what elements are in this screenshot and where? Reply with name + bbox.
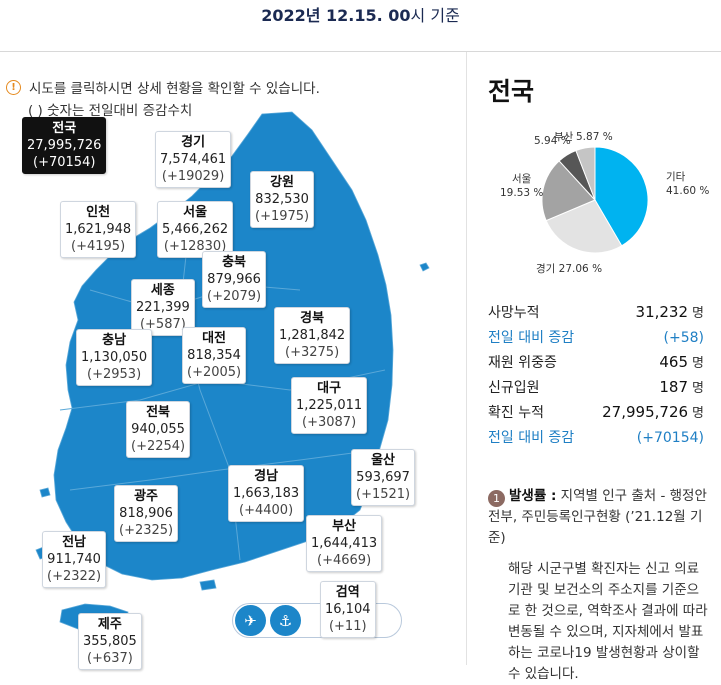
stat-row-cases-diff: 전일 대비 증감 (+70154)	[488, 430, 704, 446]
region-label-busan[interactable]: 부산 1,644,413 (+4669)	[306, 515, 383, 572]
pie-label-gyeonggi: 경기 27.06 %	[536, 263, 603, 275]
stats-table: 사망누적 31,232 명 전일 대비 증감 (+58) 재원 위중증 465 명 …	[488, 302, 704, 452]
region-label-chungnam[interactable]: 충남 1,130,050 (+2953)	[76, 329, 153, 386]
pie-chart: 5.94 % 부산 5.87 % 기타 41.60 % 서울 19.53 % 경기 …	[470, 118, 721, 283]
region-label-daejeon[interactable]: 대전 818,354 (+2005)	[182, 327, 247, 384]
ship-icon[interactable]: ⚓	[270, 605, 301, 636]
header-bar: 2022년 12.15. 00시 기준	[0, 0, 721, 52]
region-label-gyeongnam[interactable]: 경남 1,663,183 (+4400)	[228, 465, 305, 522]
stat-row-deaths-diff: 전일 대비 증감 (+58)	[488, 330, 704, 346]
region-label-gyeonggi[interactable]: 경기 7,574,461 (+19029)	[155, 131, 232, 188]
region-label-quarantine[interactable]: 검역 16,104 (+11)	[320, 581, 376, 638]
airplane-icon[interactable]: ✈	[235, 605, 266, 636]
region-label-seoul[interactable]: 서울 5,466,262 (+12830)	[157, 201, 234, 258]
map-boundary-3	[69, 449, 376, 491]
region-label-ulsan[interactable]: 울산 593,697 (+1521)	[351, 449, 416, 506]
stat-row-admissions: 신규입원 187 명	[488, 378, 704, 396]
region-label-gyeongbuk[interactable]: 경북 1,281,842 (+3275)	[274, 307, 351, 364]
region-label-gangwon[interactable]: 강원 832,530 (+1975)	[250, 171, 315, 228]
stat-row-deaths: 사망누적 31,232 명	[488, 303, 704, 321]
region-label-chungbuk[interactable]: 충북 879,966 (+2079)	[202, 251, 267, 308]
pie-label-seoul: 서울 19.53 %	[500, 173, 544, 199]
pie-slice-경기	[545, 199, 623, 254]
region-label-sejong[interactable]: 세종 221,399 (+587)	[131, 279, 195, 336]
map-island-west	[39, 487, 51, 498]
pie-label-busan-name: 부산	[554, 131, 574, 143]
info-text: ! 시도를 클릭하시면 상세 현황을 확인할 수 있습니다. ( ) 숫자는 전일…	[6, 76, 320, 120]
region-label-jeonnam[interactable]: 전남 911,740 (+2322)	[42, 531, 107, 588]
stat-row-critical: 재원 위중증 465 명	[488, 353, 704, 371]
pie-svg	[541, 146, 649, 254]
stat-row-cases: 확진 누적 27,995,726 명	[488, 403, 704, 421]
notes: 1 발생률 : 지역별 인구 출처 - 행정안전부, 주민등록인구현황 (’21.…	[488, 486, 710, 685]
region-label-jeonbuk[interactable]: 전북 940,055 (+2254)	[126, 401, 191, 458]
panel-divider	[466, 52, 467, 665]
map-island-south	[199, 579, 217, 591]
pie-slice-부산	[575, 146, 596, 201]
info-icon: !	[6, 79, 21, 95]
note-number-badge: 1	[488, 490, 505, 507]
pie-label-incheon: 5.94 %	[534, 135, 571, 147]
reference-date: 2022년 12.15. 00시 기준	[261, 6, 460, 25]
region-label-incheon[interactable]: 인천 1,621,948 (+4195)	[60, 201, 137, 258]
region-label-gwangju[interactable]: 광주 818,906 (+2325)	[114, 485, 179, 542]
pie-slice-서울	[541, 160, 596, 222]
region-label-jeju[interactable]: 제주 355,805 (+637)	[78, 613, 142, 670]
region-label-national[interactable]: 전국 27,995,726 (+70154)	[22, 117, 107, 174]
region-title: 전국	[488, 77, 535, 106]
map-ulleung	[419, 262, 430, 272]
note-disclaimer: 해당 시군구별 확진자는 신고 의료기관 및 보건소의 주소지를 기준으로 한 …	[508, 561, 708, 682]
pie-slice-기타	[594, 146, 649, 247]
note-incidence: 1 발생률 : 지역별 인구 출처 - 행정안전부, 주민등록인구현황 (’21.…	[488, 488, 707, 546]
pie-label-gita: 기타 41.60 %	[666, 171, 710, 197]
region-label-daegu[interactable]: 대구 1,225,011 (+3087)	[291, 377, 368, 434]
pie-label-busan: 5.87 %	[576, 131, 613, 143]
map-boundary-1	[89, 284, 301, 311]
